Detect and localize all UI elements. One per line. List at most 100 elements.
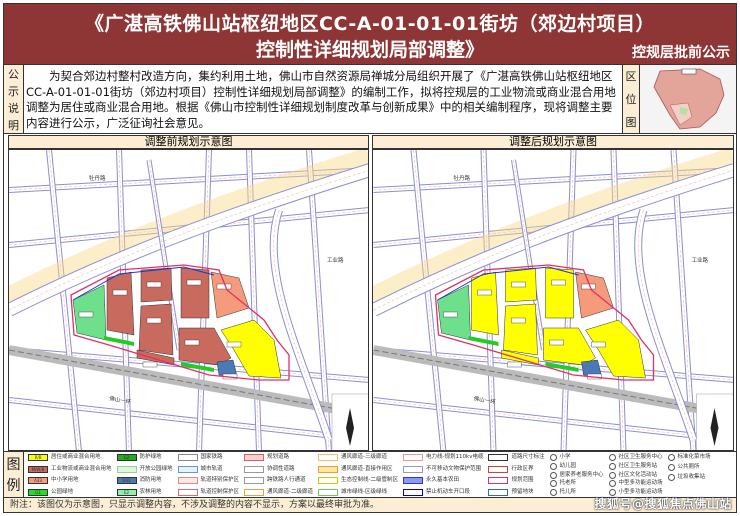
- legend-column: 规划道路 协调性道路 跨铁路人行通道 通风廊道-二级廊道: [244, 454, 313, 496]
- legend-text: 居家养老服务中心: [559, 471, 604, 478]
- description: 为契合郊边村整村改造方向，集约利用土地，佛山市自然资源局禅城分局组织开展了《广湛…: [26, 69, 616, 130]
- legend-text: 生态控制线-二级管制区: [341, 477, 399, 484]
- parcel-residential: [545, 267, 574, 319]
- green-strip: [545, 362, 579, 372]
- label-char: 例: [6, 478, 21, 495]
- label-char: 说: [8, 101, 19, 115]
- legend-text: 中小学用地: [51, 477, 79, 484]
- legend-column: G2 防护绿地 开放公园绿地 U31 消防用地 E2 农林用地: [116, 454, 173, 496]
- legend-swatch: [318, 454, 339, 461]
- legend-text: 城市绿线-区级绿线: [341, 488, 388, 495]
- parcel-school: [575, 271, 614, 319]
- legend-swatch: U31: [116, 477, 137, 485]
- legend-text: 城市轨道: [200, 465, 223, 472]
- facility-icon: [549, 454, 557, 461]
- legend-item: 规划道路: [244, 454, 313, 461]
- legend-text: 公共厕所: [677, 464, 700, 470]
- legend-swatch: [488, 454, 509, 461]
- panel-title-after: 调整后规划示意图: [372, 135, 734, 149]
- legend-swatch: G2: [116, 454, 137, 461]
- parcel-label: [511, 317, 526, 324]
- legend-text: 通风廊道-三级廊道: [341, 454, 388, 460]
- parcel-label: [184, 339, 200, 346]
- facility-icon: [549, 489, 557, 496]
- legend-swatch: G1: [28, 488, 48, 496]
- ring-road-center: [637, 209, 694, 441]
- local-road-center: [673, 150, 694, 450]
- legend-text: 国家铁路: [200, 454, 223, 460]
- label-char: 区: [625, 70, 637, 84]
- parcel-label: [443, 311, 458, 318]
- facility-icon: [667, 454, 675, 461]
- parcel-label: [549, 339, 564, 346]
- legend-item: 中型多功能运动场: [608, 480, 663, 488]
- title-line-2: 控制性详细规划局部调整》: [255, 39, 484, 61]
- legend-text: 规划范围: [511, 477, 534, 484]
- parcel-label: [551, 279, 566, 286]
- watermark: 搜狐号@搜狐焦点佛山站: [594, 497, 732, 511]
- legend-text: 开放公园绿地: [139, 465, 173, 472]
- legend-item: 居家养老服务中心: [549, 471, 604, 479]
- label-char: 明: [8, 118, 19, 132]
- legend-item: 托儿所: [549, 489, 604, 496]
- legend-text: 跨铁路人行通道: [267, 477, 306, 484]
- planning-boundary: [70, 264, 290, 381]
- header: 《广湛高铁佛山站枢纽地区CC-A-01-01-01街坊（郊边村项目） 控制性详细…: [4, 4, 736, 64]
- legend-label: 图例: [4, 452, 24, 497]
- title-line-1: 《广湛高铁佛山站枢纽地区CC-A-01-01-01街坊（郊边村项目）: [85, 13, 655, 35]
- legend-text: 小学: [559, 454, 571, 460]
- metro-road-center: [148, 159, 180, 351]
- legend-swatch: [403, 465, 424, 473]
- legend-text: 小型多功能运动场: [618, 489, 663, 495]
- legend-item: 永久基本农田: [403, 477, 483, 485]
- label-char: 图: [6, 456, 21, 473]
- legend-item: 托老所: [549, 480, 604, 488]
- parcel-school: [210, 271, 250, 319]
- facility-icon: [549, 480, 557, 488]
- parcel-industrial: [106, 271, 135, 336]
- legend-column: 社区卫生服务中心 社区卫生服务站 社区文化活动站 中型多功能运动场 小型多功能运动场: [608, 454, 663, 496]
- parcel-label: [146, 281, 162, 288]
- legend-swatch: [244, 488, 265, 496]
- ring-road-center: [273, 209, 330, 441]
- legend-swatch: E2: [116, 488, 137, 496]
- parcel-label: [581, 283, 596, 290]
- legend-swatch: [177, 477, 198, 485]
- legend-item: 协调性道路: [244, 465, 313, 473]
- legend-column: 国家铁路 城市轨道 轨道特别保护区 轨道控制保护区: [177, 454, 239, 496]
- label-char: 图: [625, 115, 637, 129]
- legend: 图例 R/B 居住或商业混合用地 M/W/B 工业物流或商业混合用地 A33 中小学用地 G…: [4, 451, 736, 497]
- parcel-label: [591, 341, 606, 348]
- panel-title-before: 调整前规划示意图: [8, 135, 369, 149]
- north-arrow-icon: [710, 408, 719, 446]
- legend-text: 不可移动文物保护范围: [426, 465, 482, 472]
- no-access-line: [437, 266, 579, 301]
- legend-item: 垃圾收集站: [667, 474, 711, 481]
- legend-text: 工业物流或商业混合用地: [51, 465, 112, 472]
- local-road-center: [9, 399, 368, 440]
- legend-item: 跨铁路人行通道: [244, 477, 313, 485]
- legend-swatch: [403, 488, 424, 496]
- parcel-label: [112, 289, 128, 296]
- expressway-center: [373, 170, 733, 311]
- legend-swatch: [403, 477, 424, 485]
- notice-label: 公示说明: [4, 65, 24, 133]
- legend-item: 规划范围: [488, 477, 544, 485]
- label-char: 位: [625, 92, 637, 106]
- label-char: 公: [8, 67, 19, 81]
- legend-column: R/B 居住或商业混合用地 M/W/B 工业物流或商业混合用地 A33 中小学用地 G1 公园…: [28, 454, 112, 496]
- parcel-residential: [471, 271, 499, 336]
- parcel-residential: [585, 319, 646, 379]
- legend-text: 幼儿园: [559, 462, 577, 469]
- legend-item: G2 防护绿地: [116, 454, 173, 461]
- legend-column: 小学幼儿园居家养老服务中心托老所 托儿所: [549, 454, 604, 496]
- north-arrow-icon: [346, 408, 354, 446]
- road-label: 工业路: [327, 256, 344, 264]
- location-label: 区位图: [622, 65, 640, 133]
- legend-text: 预留地块: [511, 488, 534, 495]
- legend-text: 居住或商业混合用地: [51, 454, 101, 460]
- parcel-residential: [503, 303, 538, 356]
- legend-text: 电力线-规划110kv电缆: [426, 454, 484, 460]
- local-road-center: [413, 150, 444, 450]
- legend-text: 禁止机动车开口段: [426, 488, 471, 495]
